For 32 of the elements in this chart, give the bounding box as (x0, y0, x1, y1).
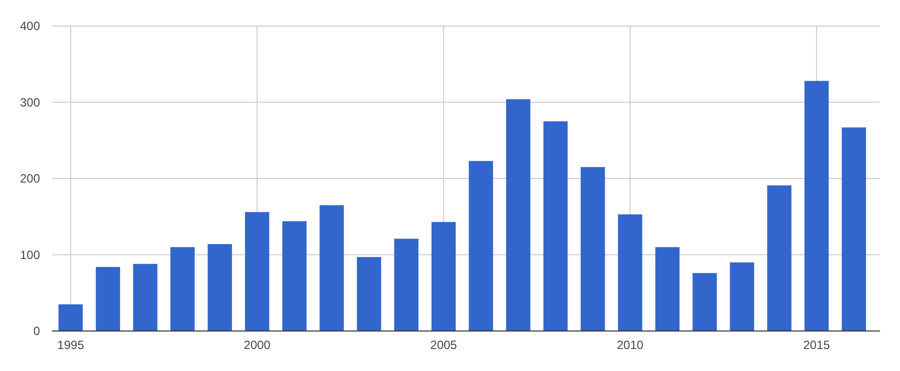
bar (282, 221, 307, 331)
bar (208, 244, 232, 331)
bar (618, 214, 642, 331)
bar (133, 264, 158, 331)
bar (655, 247, 680, 331)
bar (96, 266, 120, 331)
x-tick-label: 2010 (616, 338, 644, 352)
bar (804, 80, 829, 331)
y-tick-label: 400 (20, 19, 40, 34)
y-tick-label: 100 (20, 248, 40, 262)
x-tick-label: 2000 (244, 338, 271, 352)
bar (730, 262, 754, 331)
bar (692, 273, 717, 331)
bar (842, 127, 866, 331)
bar (356, 257, 382, 331)
bar (58, 304, 83, 331)
bar (394, 238, 418, 331)
bar (245, 212, 270, 331)
y-tick-label: 200 (20, 172, 40, 186)
x-tick-label: 2015 (803, 338, 830, 352)
y-tick-label: 0 (33, 324, 40, 338)
bar (468, 160, 494, 331)
bar (432, 222, 456, 331)
bar (767, 185, 792, 331)
bar (543, 121, 568, 331)
x-tick-label: 1995 (57, 338, 84, 352)
bar (580, 167, 605, 331)
bar (320, 205, 344, 331)
bar (506, 99, 530, 331)
x-tick-label: 2005 (430, 338, 458, 352)
bar (170, 247, 195, 331)
y-tick-label: 300 (20, 95, 40, 110)
